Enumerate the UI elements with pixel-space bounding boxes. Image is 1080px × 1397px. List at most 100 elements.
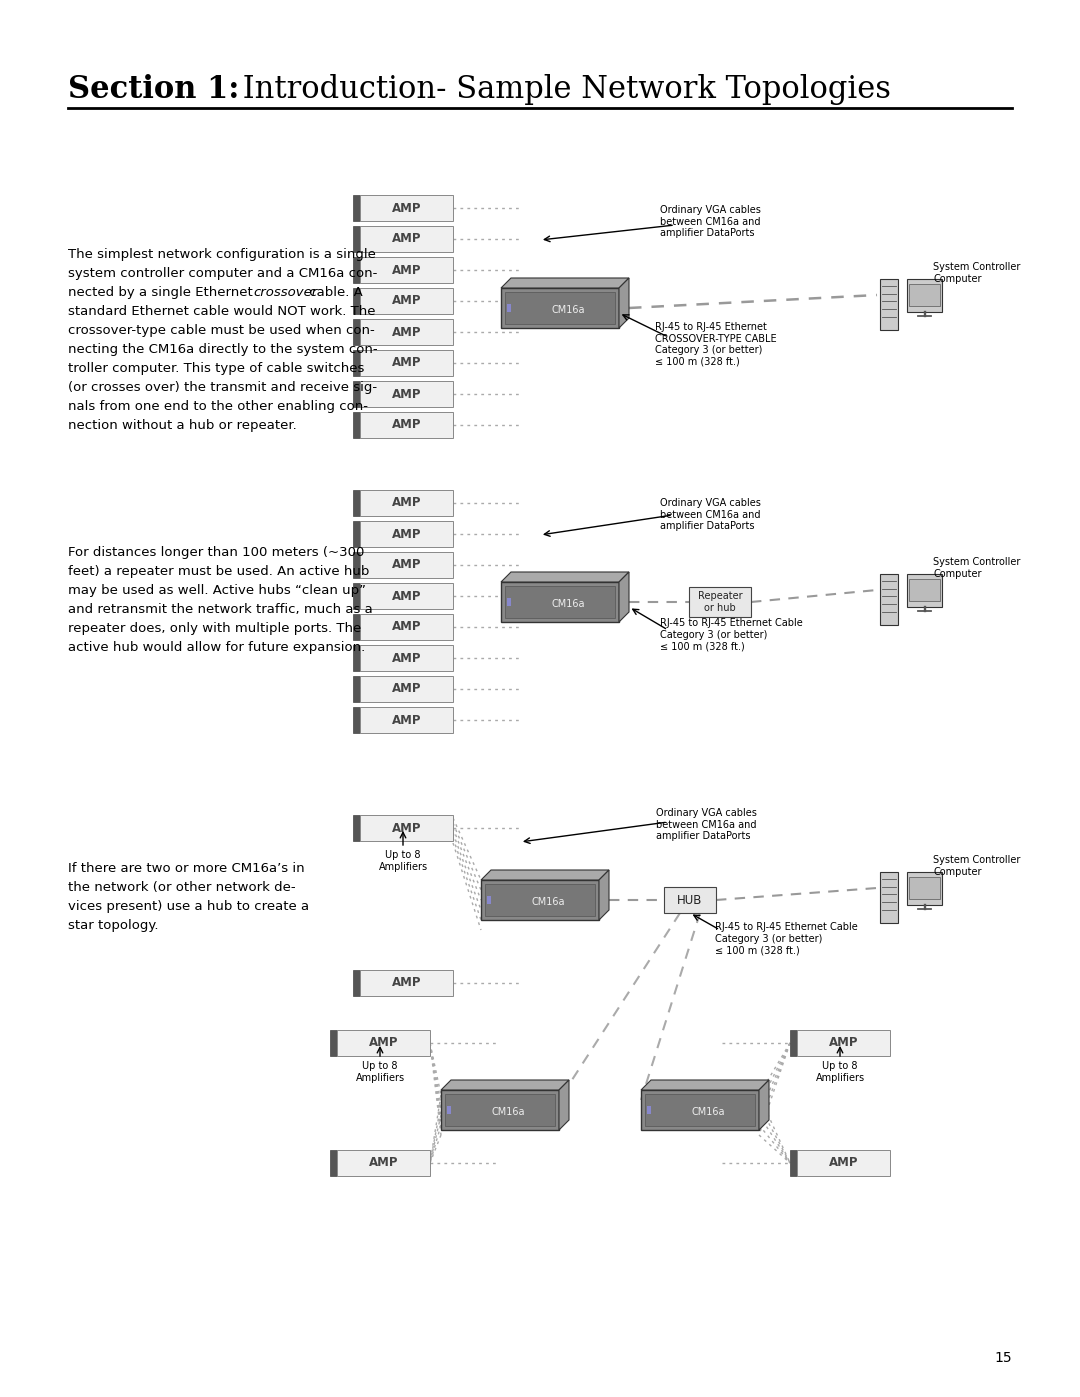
Bar — [330, 1030, 337, 1056]
Text: AMP: AMP — [392, 977, 421, 989]
Text: 15: 15 — [995, 1351, 1012, 1365]
Text: AMP: AMP — [392, 201, 421, 215]
Bar — [360, 196, 453, 221]
Text: AMP: AMP — [392, 387, 421, 401]
Bar — [360, 490, 453, 515]
Bar — [879, 279, 899, 330]
Bar — [337, 1150, 430, 1176]
Text: AMP: AMP — [828, 1037, 859, 1049]
Text: AMP: AMP — [392, 295, 421, 307]
Polygon shape — [619, 571, 629, 622]
Bar — [360, 645, 453, 671]
Text: nected by a single Ethernet: nected by a single Ethernet — [68, 286, 257, 299]
Bar — [353, 412, 360, 439]
Bar — [353, 319, 360, 345]
Bar — [441, 1090, 559, 1130]
Text: AMP: AMP — [392, 651, 421, 665]
Bar — [360, 552, 453, 578]
Text: Ordinary VGA cables
between CM16a and
amplifier DataPorts: Ordinary VGA cables between CM16a and am… — [660, 497, 761, 531]
Text: RJ-45 to RJ-45 Ethernet Cable
Category 3 (or better)
≤ 100 m (328 ft.): RJ-45 to RJ-45 Ethernet Cable Category 3… — [660, 617, 802, 651]
Bar — [789, 1030, 797, 1056]
Text: AMP: AMP — [392, 496, 421, 510]
Bar — [353, 226, 360, 251]
Bar — [353, 288, 360, 314]
Bar — [360, 288, 453, 314]
Bar — [360, 615, 453, 640]
Bar — [507, 305, 511, 312]
Bar — [797, 1150, 890, 1176]
Text: For distances longer than 100 meters (~300: For distances longer than 100 meters (~3… — [68, 546, 364, 559]
Bar — [360, 707, 453, 733]
Text: AMP: AMP — [392, 683, 421, 696]
Text: AMP: AMP — [392, 326, 421, 338]
Bar — [353, 196, 360, 221]
Bar — [879, 872, 899, 923]
Bar — [481, 880, 599, 921]
Text: Up to 8
Amplifiers: Up to 8 Amplifiers — [355, 1060, 405, 1083]
Bar — [353, 814, 360, 841]
Text: troller computer. This type of cable switches: troller computer. This type of cable swi… — [68, 362, 364, 374]
Text: AMP: AMP — [392, 821, 421, 834]
Bar — [353, 645, 360, 671]
Text: AMP: AMP — [392, 232, 421, 246]
Bar — [353, 351, 360, 376]
Bar — [487, 895, 491, 904]
Text: CM16a: CM16a — [531, 897, 565, 907]
Text: (or crosses over) the transmit and receive sig-: (or crosses over) the transmit and recei… — [68, 381, 377, 394]
Text: Up to 8
Amplifiers: Up to 8 Amplifiers — [378, 849, 428, 872]
Text: cable. A: cable. A — [305, 286, 363, 299]
Bar — [360, 257, 453, 284]
Text: AMP: AMP — [368, 1037, 399, 1049]
Polygon shape — [619, 278, 629, 328]
Text: star topology.: star topology. — [68, 919, 159, 932]
Bar — [907, 574, 943, 606]
Bar — [879, 574, 899, 626]
Bar — [360, 583, 453, 609]
Text: Section 1:: Section 1: — [68, 74, 240, 105]
Bar — [447, 1106, 451, 1113]
Bar — [353, 970, 360, 996]
Bar — [353, 676, 360, 703]
Text: AMP: AMP — [828, 1157, 859, 1169]
Text: AMP: AMP — [392, 264, 421, 277]
Bar — [360, 676, 453, 703]
Text: nection without a hub or repeater.: nection without a hub or repeater. — [68, 419, 297, 432]
Bar — [353, 521, 360, 548]
Text: AMP: AMP — [392, 356, 421, 369]
Text: RJ-45 to RJ-45 Ethernet
CROSSOVER-TYPE CABLE
Category 3 (or better)
≤ 100 m (328: RJ-45 to RJ-45 Ethernet CROSSOVER-TYPE C… — [654, 321, 777, 367]
Bar — [909, 578, 940, 601]
Text: The simplest network configuration is a single: The simplest network configuration is a … — [68, 249, 376, 261]
Text: feet) a repeater must be used. An active hub: feet) a repeater must be used. An active… — [68, 564, 369, 578]
Bar — [445, 1094, 555, 1126]
Bar — [645, 1094, 755, 1126]
Bar — [353, 583, 360, 609]
Polygon shape — [501, 278, 629, 288]
Text: repeater does, only with multiple ports. The: repeater does, only with multiple ports.… — [68, 622, 361, 636]
Text: vices present) use a hub to create a: vices present) use a hub to create a — [68, 900, 309, 914]
Polygon shape — [599, 870, 609, 921]
Bar — [907, 872, 943, 904]
Text: active hub would allow for future expansion.: active hub would allow for future expans… — [68, 641, 365, 654]
Bar — [689, 587, 751, 617]
Bar — [360, 521, 453, 548]
Text: Ordinary VGA cables
between CM16a and
amplifier DataPorts: Ordinary VGA cables between CM16a and am… — [660, 205, 761, 239]
Text: crossover-type cable must be used when con-: crossover-type cable must be used when c… — [68, 324, 375, 337]
Bar — [353, 381, 360, 407]
Bar — [647, 1106, 651, 1113]
Text: CM16a: CM16a — [491, 1106, 525, 1118]
Bar — [909, 284, 940, 306]
Bar — [353, 552, 360, 578]
Text: AMP: AMP — [392, 590, 421, 602]
Text: AMP: AMP — [392, 419, 421, 432]
Polygon shape — [559, 1080, 569, 1130]
Text: and retransmit the network traffic, much as a: and retransmit the network traffic, much… — [68, 604, 373, 616]
Text: RJ-45 to RJ-45 Ethernet Cable
Category 3 (or better)
≤ 100 m (328 ft.): RJ-45 to RJ-45 Ethernet Cable Category 3… — [715, 922, 858, 956]
Text: may be used as well. Active hubs “clean up”: may be used as well. Active hubs “clean … — [68, 584, 366, 597]
Text: AMP: AMP — [368, 1157, 399, 1169]
Polygon shape — [481, 870, 609, 880]
Bar — [360, 412, 453, 439]
Text: CM16a: CM16a — [691, 1106, 725, 1118]
Text: Introduction- Sample Network Topologies: Introduction- Sample Network Topologies — [233, 74, 891, 105]
Bar — [337, 1030, 430, 1056]
Text: Up to 8
Amplifiers: Up to 8 Amplifiers — [815, 1060, 865, 1083]
